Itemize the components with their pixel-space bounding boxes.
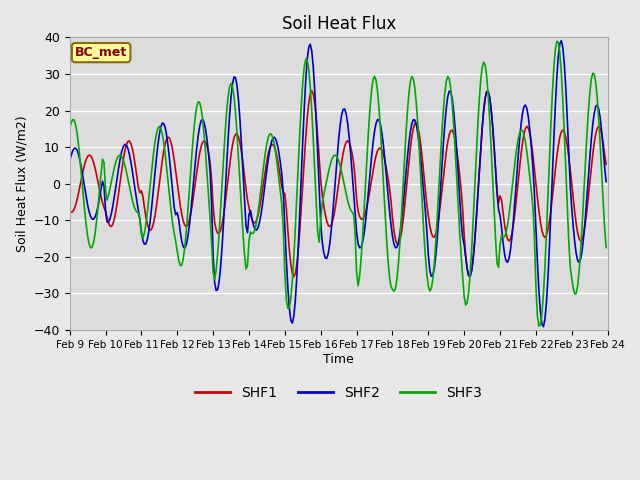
SHF2 — [602, 179, 610, 185]
Line: SHF3: SHF3 — [70, 41, 606, 326]
SHF1 — [66, 209, 74, 215]
SHF1 — [308, 88, 316, 94]
SHF2 — [226, 113, 234, 119]
SHF2 — [66, 157, 74, 163]
SHF3 — [535, 323, 543, 329]
Title: Soil Heat Flux: Soil Heat Flux — [282, 15, 396, 33]
SHF1 — [602, 162, 610, 168]
SHF2 — [300, 105, 308, 110]
SHF3 — [66, 125, 74, 131]
SHF2 — [244, 230, 252, 236]
SHF3 — [575, 267, 583, 273]
SHF1 — [226, 163, 234, 168]
SHF2 — [557, 38, 565, 44]
Line: SHF1: SHF1 — [70, 91, 606, 277]
Line: SHF2: SHF2 — [70, 41, 606, 327]
SHF1 — [575, 236, 583, 242]
SHF3 — [602, 245, 610, 251]
SHF2 — [253, 228, 260, 233]
Y-axis label: Soil Heat Flux (W/m2): Soil Heat Flux (W/m2) — [15, 115, 28, 252]
SHF3 — [226, 84, 234, 90]
SHF3 — [253, 220, 260, 226]
SHF2 — [540, 324, 547, 330]
Legend: SHF1, SHF2, SHF3: SHF1, SHF2, SHF3 — [189, 380, 488, 405]
SHF3 — [244, 263, 252, 268]
SHF2 — [132, 189, 140, 195]
SHF1 — [290, 274, 298, 280]
SHF3 — [132, 207, 140, 213]
X-axis label: Time: Time — [323, 352, 354, 366]
SHF3 — [553, 38, 561, 44]
SHF1 — [132, 163, 140, 169]
SHF1 — [253, 217, 260, 223]
SHF2 — [575, 260, 583, 265]
Text: BC_met: BC_met — [75, 46, 127, 59]
SHF1 — [244, 197, 252, 203]
SHF1 — [302, 134, 310, 140]
SHF3 — [300, 64, 308, 70]
